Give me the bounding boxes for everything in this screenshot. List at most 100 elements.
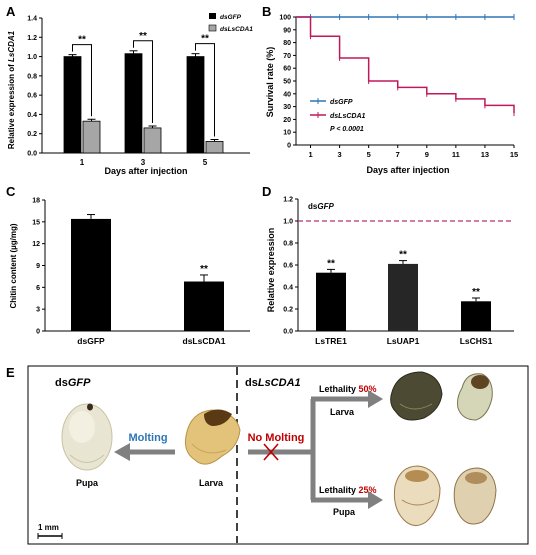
chart-b-xtick-label: 9 <box>425 150 429 159</box>
chart-c-significance: ** <box>200 264 208 275</box>
header-dslscda1: dsLsCDA1 <box>245 377 301 389</box>
molting-label: Molting <box>128 432 167 444</box>
dead-larva-image-2 <box>457 373 493 421</box>
chart-c-ytick-label: 3 <box>36 307 40 314</box>
chart-a-ytick-label: 1.4 <box>27 16 37 23</box>
chart-c-ytick-label: 15 <box>32 219 40 226</box>
legend-label-dsgfp: dsGFP <box>220 14 242 21</box>
chart-a-bar-dsLsCDA1 <box>205 141 224 154</box>
chart-b-ytick-label: 40 <box>283 91 291 98</box>
chart-d-ytick-label: 1.0 <box>283 219 293 226</box>
chart-a-bar-dsGFP <box>186 56 205 154</box>
scale-bar-label: 1 mm <box>38 523 59 532</box>
chart-c: 0 3 6 9 12 15 18 dsGFP ** dsLsCDA1 <box>32 198 250 346</box>
chart-b-xtick-label: 15 <box>510 150 518 159</box>
chart-b-ylabel: Survival rate (%) <box>265 47 275 118</box>
chart-c-ytick-label: 18 <box>32 198 40 205</box>
chart-a-bar-dsLsCDA1 <box>82 120 101 154</box>
chart-c-ytick-label: 6 <box>36 285 40 292</box>
larva-label: Larva <box>199 478 224 488</box>
panel-letter-a: A <box>6 4 16 19</box>
pupa-label: Pupa <box>76 478 99 488</box>
branch-larva-label: Larva <box>330 407 355 417</box>
chart-b-legend: dsGFP dsLsCDA1 P < 0.0001 <box>310 98 366 133</box>
chart-d-ytick-label: 1.2 <box>283 197 293 204</box>
chart-a-sig-bracket <box>72 44 92 117</box>
chart-c-bar-dsGFP <box>71 218 111 331</box>
chart-b-ytick-label: 30 <box>283 104 291 111</box>
chart-a-xtick-label: 5 <box>203 158 208 167</box>
chart-b-ytick-label: 10 <box>283 130 291 137</box>
chart-a-bar-dsLsCDA1 <box>143 127 162 154</box>
lethality-larva: Lethality 50% <box>319 384 377 394</box>
no-molting-arrow <box>248 390 383 509</box>
pupa-image <box>61 403 113 471</box>
legend-label-dslscda1: dsLsCDA1 <box>220 26 253 33</box>
chart-b-line-dsLsCDA1 <box>296 16 515 113</box>
chart-a-sig-bracket <box>195 43 215 137</box>
chart-d-bar-LsTRE1 <box>316 272 346 331</box>
chart-a: 0.0 0.2 0.4 0.6 0.8 1.0 1.2 1.4 1 ** 3 ** 5 ** <box>27 16 250 167</box>
legend-swatch-dslscda1 <box>208 24 217 32</box>
chart-a-significance: ** <box>78 35 86 46</box>
chart-b-xtick-label: 1 <box>308 150 312 159</box>
dead-larva-image-1 <box>390 371 443 421</box>
chart-a-xtick-label: 1 <box>80 158 85 167</box>
legend-label-dsgfp-b: dsGFP <box>330 99 353 106</box>
chart-a-xtick-label: 3 <box>141 158 146 167</box>
larva-image <box>184 409 241 465</box>
chart-d-ytick-label: 0.8 <box>283 241 293 248</box>
chart-b-ytick-label: 100 <box>279 15 291 22</box>
no-molting-label: No Molting <box>248 432 305 444</box>
chart-d-reference-label: dsGFP <box>308 202 334 211</box>
chart-a-ytick-label: 0.2 <box>27 131 37 138</box>
chart-d-xtick-label: LsCHS1 <box>460 336 493 346</box>
chart-d-bar-LsCHS1 <box>461 301 491 331</box>
chart-d-xtick-label: LsUAP1 <box>387 336 420 346</box>
chart-c-ytick-label: 9 <box>36 263 40 270</box>
chart-d-significance: ** <box>399 250 407 261</box>
chart-d-ylabel: Relative expression <box>266 228 276 313</box>
dead-pupa-image-1 <box>393 465 441 526</box>
chart-b-xtick-label: 13 <box>481 150 489 159</box>
chart-b-xtick-label: 5 <box>367 150 371 159</box>
chart-b-xlabel: Days after injection <box>366 165 449 175</box>
chart-c-xtick-label: dsGFP <box>77 336 105 346</box>
chart-b-xtick-label: 11 <box>452 150 460 159</box>
chart-a-sig-bracket <box>133 40 153 123</box>
chart-b-xtick-label: 7 <box>396 150 400 159</box>
chart-a-significance: ** <box>201 34 209 45</box>
chart-d-ytick-label: 0.6 <box>283 263 293 270</box>
molting-arrow <box>114 443 175 461</box>
chart-a-bar-dsGFP <box>63 56 82 154</box>
chart-d-ytick-label: 0.2 <box>283 307 293 314</box>
chart-a-significance: ** <box>139 31 147 42</box>
branch-pupa-label: Pupa <box>333 507 356 517</box>
chart-a-ytick-label: 1.0 <box>27 54 37 61</box>
chart-b-ytick-label: 0 <box>287 143 291 150</box>
panel-e-frame <box>27 365 529 545</box>
panel-d: D 0.0 0.2 0.4 0.6 0.8 1.0 1.2 ** LsTRE1 ** LsUAP1 *… <box>262 184 514 346</box>
chart-d-ytick-label: 0.0 <box>283 329 293 336</box>
chart-b-ytick-label: 90 <box>283 27 291 34</box>
chart-b-ytick-label: 60 <box>283 66 291 73</box>
chart-d-xtick-label: LsTRE1 <box>315 336 347 346</box>
legend-label-dslscda1-b: dsLsCDA1 <box>330 113 366 120</box>
panel-letter-b: B <box>262 4 271 19</box>
chart-d-significance: ** <box>472 287 480 298</box>
chart-a-bar-dsGFP <box>124 53 143 154</box>
chart-d: 0.0 0.2 0.4 0.6 0.8 1.0 1.2 ** LsTRE1 ** LsUAP1 ** L… <box>283 197 514 346</box>
chart-a-ytick-label: 0.8 <box>27 73 37 80</box>
panel-a: A 0.0 0.2 0.4 0.6 0.8 1.0 1.2 1.4 1 ** 3 ** 5 ** Rela… <box>6 4 253 176</box>
chart-d-ytick-label: 0.4 <box>283 285 293 292</box>
chart-b-ytick-label: 80 <box>283 40 291 47</box>
header-dsgfp: dsGFP <box>55 377 91 389</box>
chart-a-ytick-label: 0.6 <box>27 93 37 100</box>
chart-b-ytick-label: 20 <box>283 117 291 124</box>
chart-c-bar-dsLsCDA1 <box>184 281 224 331</box>
chart-b-xtick-label: 3 <box>338 150 342 159</box>
chart-d-significance: ** <box>327 258 335 269</box>
